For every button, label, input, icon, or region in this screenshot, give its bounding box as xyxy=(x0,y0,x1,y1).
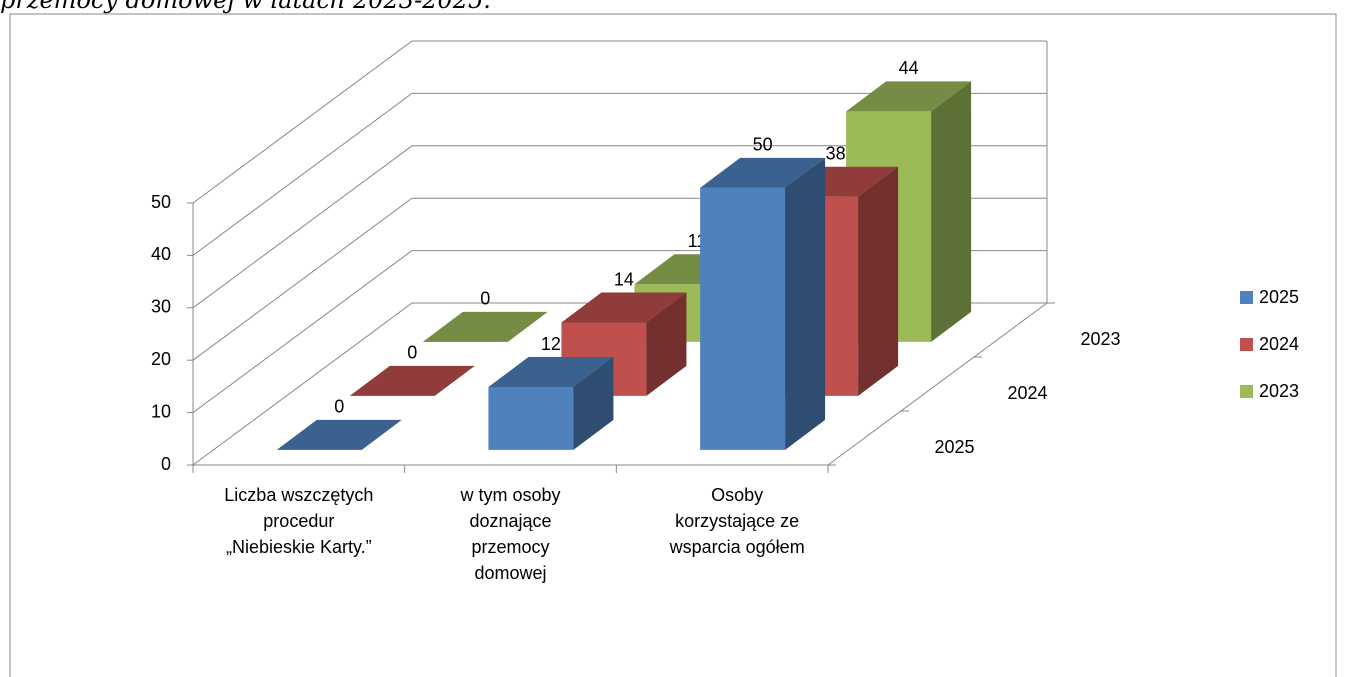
bar-face xyxy=(700,157,826,188)
bar xyxy=(349,365,475,396)
value-label: 0 xyxy=(480,289,490,309)
y-tick-label: 40 xyxy=(151,244,171,264)
y-tick-label: 0 xyxy=(161,454,171,474)
bar-face xyxy=(646,292,687,396)
bar-face xyxy=(488,387,574,450)
x-tick-label: Osoby korzystające ze wsparcia ogółem xyxy=(669,485,805,557)
value-label: 38 xyxy=(826,144,846,164)
grid-line xyxy=(192,92,1047,256)
depth-label: 2023 xyxy=(1081,329,1121,349)
value-label: 12 xyxy=(541,334,561,354)
value-label: 0 xyxy=(334,397,344,417)
depth-label: 2025 xyxy=(935,437,975,457)
y-tick-label: 10 xyxy=(151,401,171,421)
legend-label: 2024 xyxy=(1259,334,1299,354)
bar-face xyxy=(349,365,475,396)
bar-face xyxy=(488,357,614,387)
value-label: 14 xyxy=(614,269,634,289)
grid-line xyxy=(192,40,1047,204)
title: przemocy domowej w latach 2023-2025. xyxy=(0,0,491,14)
frame xyxy=(9,13,1337,677)
bar-face xyxy=(561,292,687,323)
y-tick-label: 20 xyxy=(151,349,171,369)
bar-face xyxy=(700,187,786,450)
depth-label: 2024 xyxy=(1008,383,1048,403)
bar-face xyxy=(422,311,548,342)
bar-face xyxy=(846,81,972,112)
x-tick-label: w tym osoby doznające przemocy domowej xyxy=(460,485,561,583)
bar-face xyxy=(276,419,402,450)
value-label: 44 xyxy=(899,58,919,78)
bar-face xyxy=(785,157,826,450)
bar xyxy=(276,419,402,450)
legend-label: 2025 xyxy=(1259,287,1299,307)
bar xyxy=(700,157,826,450)
grid-line xyxy=(192,145,1047,309)
bar-face xyxy=(931,81,972,342)
value-label: 50 xyxy=(753,135,773,155)
bar-face xyxy=(858,166,899,396)
bar xyxy=(488,357,614,450)
legend-swatch xyxy=(1240,338,1253,351)
floor-right xyxy=(827,302,1048,466)
legend-swatch xyxy=(1240,385,1253,398)
y-tick-label: 30 xyxy=(151,297,171,317)
x-tick-label: Liczba wszczętych procedur „Niebieskie K… xyxy=(224,485,374,557)
bar-face xyxy=(573,357,614,450)
bar xyxy=(422,311,548,342)
y-tick-label: 50 xyxy=(151,192,171,212)
value-label: 0 xyxy=(407,343,417,363)
legend-label: 2023 xyxy=(1259,381,1299,401)
legend-swatch xyxy=(1240,291,1253,304)
